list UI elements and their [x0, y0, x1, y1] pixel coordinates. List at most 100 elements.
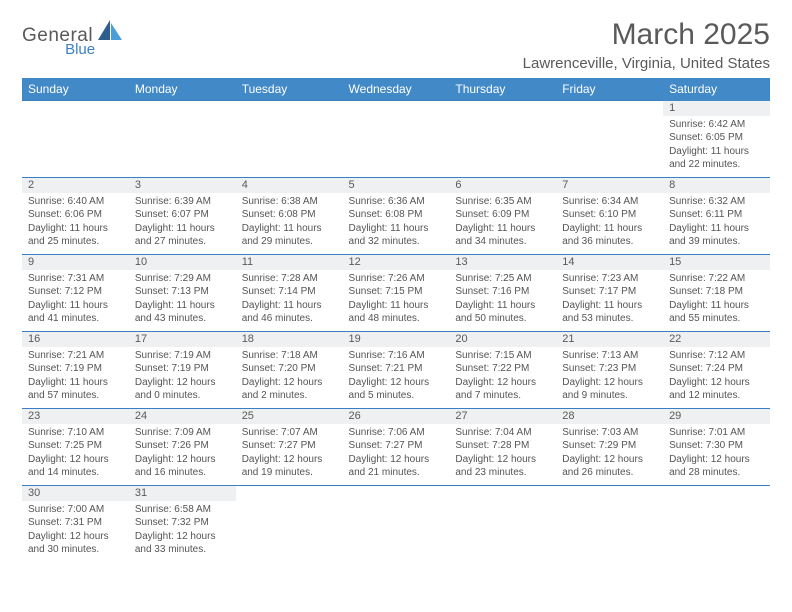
logo: General Blue — [22, 24, 124, 47]
day-content-cell: Sunrise: 7:28 AMSunset: 7:14 PMDaylight:… — [236, 270, 343, 332]
month-title: March 2025 — [523, 18, 770, 52]
day-header: Tuesday — [236, 78, 343, 101]
day-content-cell: Sunrise: 7:03 AMSunset: 7:29 PMDaylight:… — [556, 424, 663, 486]
day-number-cell: 24 — [129, 409, 236, 424]
day-number-cell: 31 — [129, 486, 236, 501]
day-content-row: Sunrise: 7:31 AMSunset: 7:12 PMDaylight:… — [22, 270, 770, 332]
day-content-cell: Sunrise: 6:38 AMSunset: 6:08 PMDaylight:… — [236, 193, 343, 255]
day-number-cell: 15 — [663, 255, 770, 270]
sail-icon — [98, 20, 124, 47]
day-number-cell: 9 — [22, 255, 129, 270]
day-content-cell: Sunrise: 7:07 AMSunset: 7:27 PMDaylight:… — [236, 424, 343, 486]
day-number-row: 3031 — [22, 486, 770, 501]
day-number-cell: 14 — [556, 255, 663, 270]
day-number-cell: 2 — [22, 178, 129, 193]
day-content-cell: Sunrise: 6:35 AMSunset: 6:09 PMDaylight:… — [449, 193, 556, 255]
day-number-cell: 26 — [343, 409, 450, 424]
day-content-cell: Sunrise: 7:25 AMSunset: 7:16 PMDaylight:… — [449, 270, 556, 332]
day-number-cell: 17 — [129, 332, 236, 347]
day-number-cell: 23 — [22, 409, 129, 424]
day-number-row: 2345678 — [22, 178, 770, 193]
day-header: Saturday — [663, 78, 770, 101]
day-number-cell: 30 — [22, 486, 129, 501]
day-number-cell: 19 — [343, 332, 450, 347]
day-number-cell — [236, 101, 343, 116]
day-number-cell: 16 — [22, 332, 129, 347]
day-header: Monday — [129, 78, 236, 101]
day-content-cell: Sunrise: 7:15 AMSunset: 7:22 PMDaylight:… — [449, 347, 556, 409]
day-number-cell: 3 — [129, 178, 236, 193]
day-number-cell — [129, 101, 236, 116]
day-number-cell — [343, 101, 450, 116]
day-content-cell: Sunrise: 7:09 AMSunset: 7:26 PMDaylight:… — [129, 424, 236, 486]
day-content-cell: Sunrise: 7:21 AMSunset: 7:19 PMDaylight:… — [22, 347, 129, 409]
day-number-cell: 21 — [556, 332, 663, 347]
day-header-row: SundayMondayTuesdayWednesdayThursdayFrid… — [22, 78, 770, 101]
day-number-cell: 25 — [236, 409, 343, 424]
day-content-cell: Sunrise: 7:00 AMSunset: 7:31 PMDaylight:… — [22, 501, 129, 563]
calendar-body: 1Sunrise: 6:42 AMSunset: 6:05 PMDaylight… — [22, 101, 770, 563]
day-content-cell — [236, 116, 343, 178]
day-content-cell: Sunrise: 7:01 AMSunset: 7:30 PMDaylight:… — [663, 424, 770, 486]
logo-blue-text: Blue — [65, 41, 95, 58]
day-content-cell: Sunrise: 7:31 AMSunset: 7:12 PMDaylight:… — [22, 270, 129, 332]
day-number-cell — [449, 101, 556, 116]
day-content-cell: Sunrise: 7:16 AMSunset: 7:21 PMDaylight:… — [343, 347, 450, 409]
day-content-cell: Sunrise: 7:29 AMSunset: 7:13 PMDaylight:… — [129, 270, 236, 332]
day-content-cell: Sunrise: 7:06 AMSunset: 7:27 PMDaylight:… — [343, 424, 450, 486]
day-number-cell — [449, 486, 556, 501]
logo-text: General Blue — [22, 25, 93, 47]
day-content-row: Sunrise: 7:00 AMSunset: 7:31 PMDaylight:… — [22, 501, 770, 563]
day-number-row: 9101112131415 — [22, 255, 770, 270]
day-number-cell: 5 — [343, 178, 450, 193]
day-number-cell: 20 — [449, 332, 556, 347]
day-header: Sunday — [22, 78, 129, 101]
day-number-cell: 22 — [663, 332, 770, 347]
day-content-cell: Sunrise: 6:32 AMSunset: 6:11 PMDaylight:… — [663, 193, 770, 255]
day-number-row: 23242526272829 — [22, 409, 770, 424]
day-content-cell — [22, 116, 129, 178]
day-number-cell — [556, 486, 663, 501]
day-content-cell: Sunrise: 7:12 AMSunset: 7:24 PMDaylight:… — [663, 347, 770, 409]
day-content-row: Sunrise: 6:42 AMSunset: 6:05 PMDaylight:… — [22, 116, 770, 178]
day-number-cell: 10 — [129, 255, 236, 270]
day-content-cell — [129, 116, 236, 178]
header: General Blue March 2025 Lawrenceville, V… — [22, 18, 770, 72]
day-content-cell: Sunrise: 6:36 AMSunset: 6:08 PMDaylight:… — [343, 193, 450, 255]
day-content-cell — [343, 501, 450, 563]
day-content-cell — [236, 501, 343, 563]
day-number-cell: 27 — [449, 409, 556, 424]
day-content-cell — [449, 116, 556, 178]
day-content-cell — [449, 501, 556, 563]
day-content-cell: Sunrise: 7:10 AMSunset: 7:25 PMDaylight:… — [22, 424, 129, 486]
day-content-cell — [663, 501, 770, 563]
day-content-cell: Sunrise: 6:42 AMSunset: 6:05 PMDaylight:… — [663, 116, 770, 178]
day-number-cell — [236, 486, 343, 501]
day-number-cell — [663, 486, 770, 501]
day-header: Thursday — [449, 78, 556, 101]
day-content-cell: Sunrise: 6:34 AMSunset: 6:10 PMDaylight:… — [556, 193, 663, 255]
day-content-cell: Sunrise: 7:22 AMSunset: 7:18 PMDaylight:… — [663, 270, 770, 332]
day-content-cell: Sunrise: 6:39 AMSunset: 6:07 PMDaylight:… — [129, 193, 236, 255]
day-number-cell: 4 — [236, 178, 343, 193]
day-number-cell: 7 — [556, 178, 663, 193]
day-content-cell: Sunrise: 7:26 AMSunset: 7:15 PMDaylight:… — [343, 270, 450, 332]
day-number-cell: 6 — [449, 178, 556, 193]
day-content-row: Sunrise: 6:40 AMSunset: 6:06 PMDaylight:… — [22, 193, 770, 255]
day-number-cell: 13 — [449, 255, 556, 270]
day-number-cell — [22, 101, 129, 116]
location-text: Lawrenceville, Virginia, United States — [523, 55, 770, 72]
day-content-cell: Sunrise: 6:40 AMSunset: 6:06 PMDaylight:… — [22, 193, 129, 255]
day-number-row: 16171819202122 — [22, 332, 770, 347]
day-content-cell: Sunrise: 7:13 AMSunset: 7:23 PMDaylight:… — [556, 347, 663, 409]
calendar-table: SundayMondayTuesdayWednesdayThursdayFrid… — [22, 78, 770, 563]
day-content-cell: Sunrise: 7:19 AMSunset: 7:19 PMDaylight:… — [129, 347, 236, 409]
day-number-cell: 12 — [343, 255, 450, 270]
day-content-cell: Sunrise: 7:23 AMSunset: 7:17 PMDaylight:… — [556, 270, 663, 332]
day-content-row: Sunrise: 7:10 AMSunset: 7:25 PMDaylight:… — [22, 424, 770, 486]
calendar-head: SundayMondayTuesdayWednesdayThursdayFrid… — [22, 78, 770, 101]
day-content-cell: Sunrise: 7:18 AMSunset: 7:20 PMDaylight:… — [236, 347, 343, 409]
day-header: Friday — [556, 78, 663, 101]
title-block: March 2025 Lawrenceville, Virginia, Unit… — [523, 18, 770, 72]
day-content-cell — [556, 116, 663, 178]
